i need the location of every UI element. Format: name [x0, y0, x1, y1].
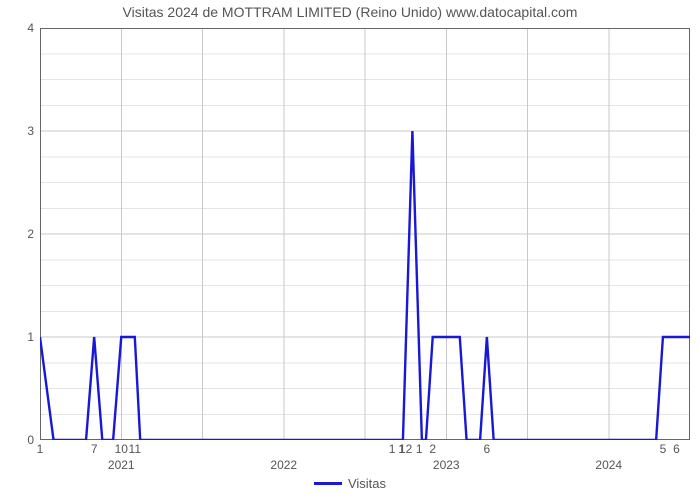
x-tick-label: 1	[416, 442, 423, 456]
y-tick-label: 4	[27, 21, 34, 35]
x-year-label: 2021	[108, 458, 135, 472]
x-tick-label: 10	[115, 442, 128, 456]
x-year-label: 2022	[270, 458, 297, 472]
x-year-label: 2023	[433, 458, 460, 472]
chart-container: { "chart": { "type": "line", "title": "V…	[0, 0, 700, 500]
chart-plot	[40, 28, 690, 440]
x-tick-label: 11	[129, 442, 141, 456]
x-tick-label: 1	[389, 442, 396, 456]
x-tick-label: 6	[484, 442, 491, 456]
x-year-label: 2024	[595, 458, 622, 472]
x-tick-label: 6	[673, 442, 680, 456]
y-tick-label: 0	[27, 433, 34, 447]
chart-title: Visitas 2024 de MOTTRAM LIMITED (Reino U…	[0, 4, 700, 20]
x-tick-label: 2	[429, 442, 436, 456]
x-tick-label: 12	[399, 442, 412, 456]
y-tick-label: 2	[27, 227, 34, 241]
x-tick-label: 7	[91, 442, 98, 456]
x-tick-label: 5	[660, 442, 667, 456]
x-tick-label: 1	[37, 442, 44, 456]
legend-label: Visitas	[348, 476, 386, 491]
chart-legend: Visitas	[0, 476, 700, 491]
y-tick-label: 3	[27, 124, 34, 138]
y-tick-label: 1	[27, 330, 34, 344]
legend-swatch	[314, 482, 342, 485]
